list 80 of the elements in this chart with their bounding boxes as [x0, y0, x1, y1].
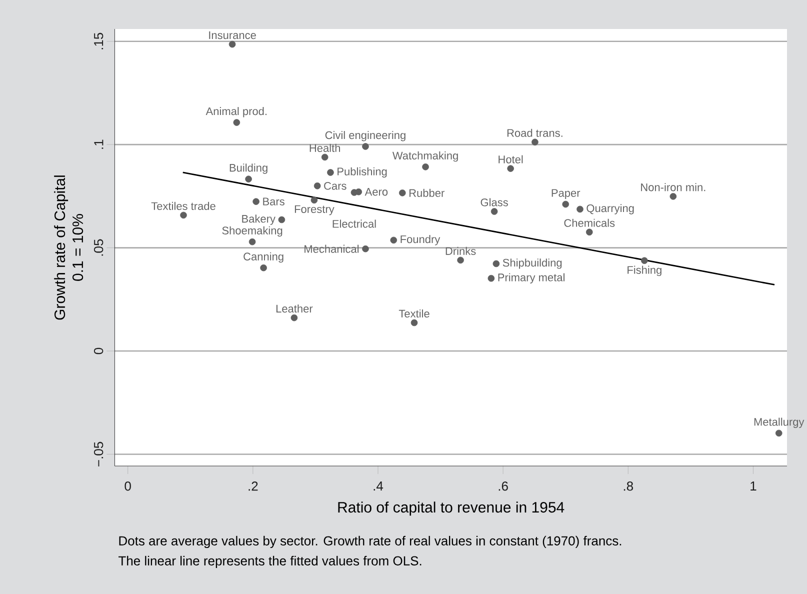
point [248, 238, 256, 246]
annotation: Forestry [294, 205, 334, 216]
point [488, 274, 495, 282]
annotation: Non-iron min. [641, 183, 706, 192]
annotation: Cars [324, 182, 346, 190]
point [278, 216, 286, 224]
point [180, 212, 187, 219]
annotation: Textile [398, 309, 430, 318]
annotation: Health [310, 144, 340, 152]
point [362, 245, 369, 252]
point [775, 430, 782, 437]
annotation: Foundry [400, 235, 440, 246]
point [321, 154, 328, 161]
point [314, 182, 321, 190]
y-tick-label: −.05 [94, 442, 104, 466]
point [233, 119, 240, 126]
point [362, 143, 369, 150]
x-tick-label: 1 [750, 482, 756, 490]
annotation: Primary metal [498, 273, 564, 284]
y-tick-label: 0 [94, 348, 104, 354]
x-tick-label: .2 [248, 482, 258, 491]
annotation: Drinks [446, 246, 476, 255]
annotation: Rubber [409, 188, 444, 197]
annotation: Publishing [338, 167, 387, 178]
point [355, 188, 362, 196]
point [562, 200, 570, 208]
point [290, 314, 298, 322]
point [260, 264, 267, 272]
annotation: Shoemaking [222, 226, 282, 237]
point [576, 206, 584, 213]
annotation: Quarrying [586, 204, 634, 214]
point [586, 228, 593, 236]
point [507, 165, 514, 172]
annotation: Building [230, 164, 268, 174]
annotation: Bars [263, 198, 284, 206]
point [490, 208, 498, 215]
x-tick-label: .8 [624, 482, 634, 491]
point [457, 256, 464, 264]
text: Dots are average values by sector. Growth rate of real values in constant (1970) francs. [119, 536, 622, 548]
point [398, 189, 406, 196]
point [641, 257, 648, 264]
annotation: Canning [244, 252, 284, 263]
y-axis-title: Growth rate of Capital 0.1 = 10% [54, 176, 84, 320]
annotation: Hotel [498, 155, 523, 164]
annotation: Paper [552, 189, 580, 200]
x-tick-label: .4 [374, 482, 384, 490]
point [422, 163, 429, 170]
x-axis-title: Ratio of capital to revenue in 1954 [338, 502, 564, 516]
y-tick-label: .1 [94, 140, 104, 149]
point [310, 196, 318, 204]
x-tick-label: 0 [124, 482, 131, 491]
point [252, 198, 260, 205]
annotation: Animal prod. [206, 107, 267, 118]
annotation: Watchmaking [392, 151, 458, 162]
y-tick-label: .15 [94, 32, 104, 50]
point [410, 319, 418, 326]
point [245, 176, 252, 182]
annotation: Chemicals [564, 218, 615, 227]
point [228, 40, 236, 48]
point [327, 169, 334, 176]
annotation: Electrical [332, 220, 376, 228]
point [492, 260, 500, 268]
annotation: Fishing [628, 266, 662, 276]
annotation: Glass [480, 198, 508, 206]
annotation: Aero [364, 188, 388, 196]
x-tick-label: .6 [498, 482, 508, 491]
y-tick-label: .05 [94, 239, 104, 256]
annotation: Metallurgy [754, 418, 804, 428]
point [670, 193, 677, 200]
annotation: Bakery [242, 214, 276, 225]
annotation: Textiles trade [151, 202, 216, 210]
text: The linear line represents the fitted values from OLS. [118, 556, 422, 568]
annotation: Shipbuilding [502, 258, 562, 269]
annotation: Mechanical [304, 244, 359, 253]
point [390, 236, 398, 244]
annotation: Leather [276, 304, 313, 313]
point [532, 138, 538, 146]
annotation: Insurance [209, 31, 256, 40]
annotation: Road trans. [507, 128, 562, 137]
annotation: Civil engineering [325, 130, 406, 142]
